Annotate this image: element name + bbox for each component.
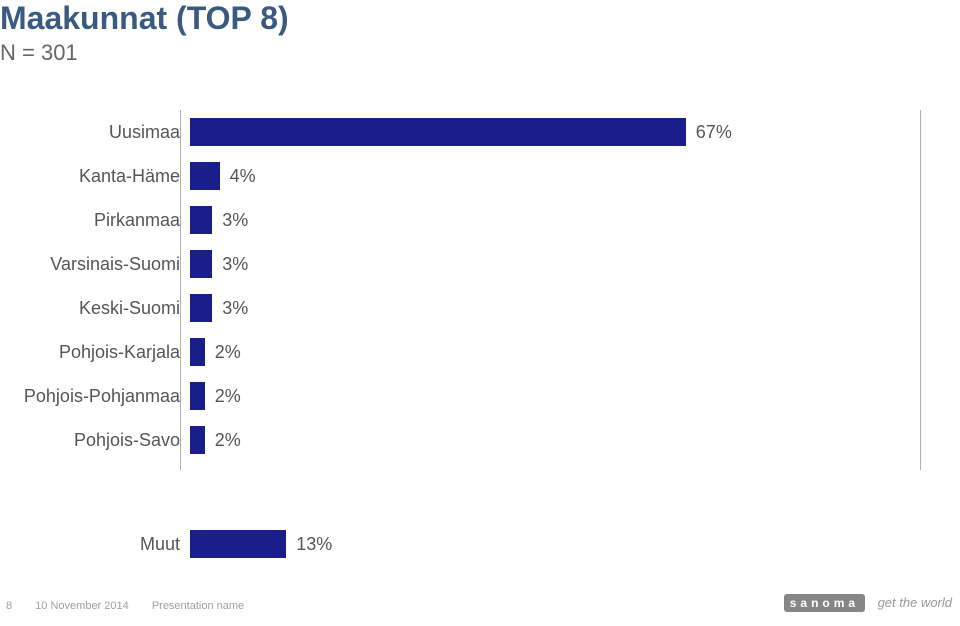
bar-track: 3% (190, 286, 960, 330)
bar (190, 426, 205, 454)
row-label: Uusimaa (0, 122, 190, 143)
row-label: Varsinais-Suomi (0, 254, 190, 275)
bar-track: 3% (190, 198, 960, 242)
bar (190, 338, 205, 366)
chart-row: Varsinais-Suomi 3% (0, 242, 960, 286)
value-label: 3% (222, 198, 248, 242)
bar (190, 250, 212, 278)
bar-track: 67% (190, 110, 960, 154)
row-label: Pohjois-Pohjanmaa (0, 386, 190, 407)
bar (190, 162, 220, 190)
value-label: 2% (215, 330, 241, 374)
row-label: Kanta-Häme (0, 166, 190, 187)
chart-row: Pohjois-Karjala 2% (0, 330, 960, 374)
value-label: 3% (222, 286, 248, 330)
chart-row: Uusimaa 67% (0, 110, 960, 154)
row-label: Muut (0, 534, 190, 555)
row-label: Pohjois-Savo (0, 430, 190, 451)
bar-track: 2% (190, 330, 960, 374)
value-label: 3% (222, 242, 248, 286)
bar (190, 530, 286, 558)
bar-track: 4% (190, 154, 960, 198)
bar-chart: Uusimaa67%Kanta-Häme4%Pirkanmaa3%Varsina… (0, 110, 960, 566)
bar-track: 13% (190, 522, 960, 566)
bar (190, 382, 205, 410)
bar-track: 2% (190, 374, 960, 418)
brand-tagline: get the world (878, 595, 952, 610)
page-number: 8 (6, 600, 12, 612)
chart-row: Pohjois-Pohjanmaa 2% (0, 374, 960, 418)
chart-group-other: Muut 13% (0, 522, 960, 566)
value-label: 4% (230, 154, 256, 198)
chart-row: Keski-Suomi 3% (0, 286, 960, 330)
footer: 8 10 November 2014 Presentation name san… (0, 588, 960, 612)
footer-meta: 8 10 November 2014 Presentation name (6, 600, 264, 612)
chart-group-main: Uusimaa67%Kanta-Häme4%Pirkanmaa3%Varsina… (0, 110, 960, 462)
bar (190, 294, 212, 322)
brand-logo: sanoma (784, 594, 865, 612)
footer-brand: sanoma get the world (784, 594, 952, 612)
bar (190, 118, 686, 146)
chart-row: Kanta-Häme 4% (0, 154, 960, 198)
presentation-name: Presentation name (152, 600, 244, 612)
row-label: Pohjois-Karjala (0, 342, 190, 363)
bar-track: 3% (190, 242, 960, 286)
axis-line (180, 110, 181, 470)
slide-title: Maakunnat (TOP 8) (0, 0, 289, 37)
slide: Maakunnat (TOP 8) N = 301 Uusimaa67%Kant… (0, 0, 960, 626)
value-label: 2% (215, 374, 241, 418)
value-label: 2% (215, 418, 241, 462)
chart-row: Muut 13% (0, 522, 960, 566)
bar-track: 2% (190, 418, 960, 462)
row-label: Keski-Suomi (0, 298, 190, 319)
chart-row: Pirkanmaa 3% (0, 198, 960, 242)
footer-date: 10 November 2014 (35, 600, 129, 612)
row-label: Pirkanmaa (0, 210, 190, 231)
bar (190, 206, 212, 234)
slide-subtitle: N = 301 (0, 40, 78, 66)
value-label: 13% (296, 522, 332, 566)
chart-row: Pohjois-Savo 2% (0, 418, 960, 462)
value-label: 67% (696, 110, 732, 154)
